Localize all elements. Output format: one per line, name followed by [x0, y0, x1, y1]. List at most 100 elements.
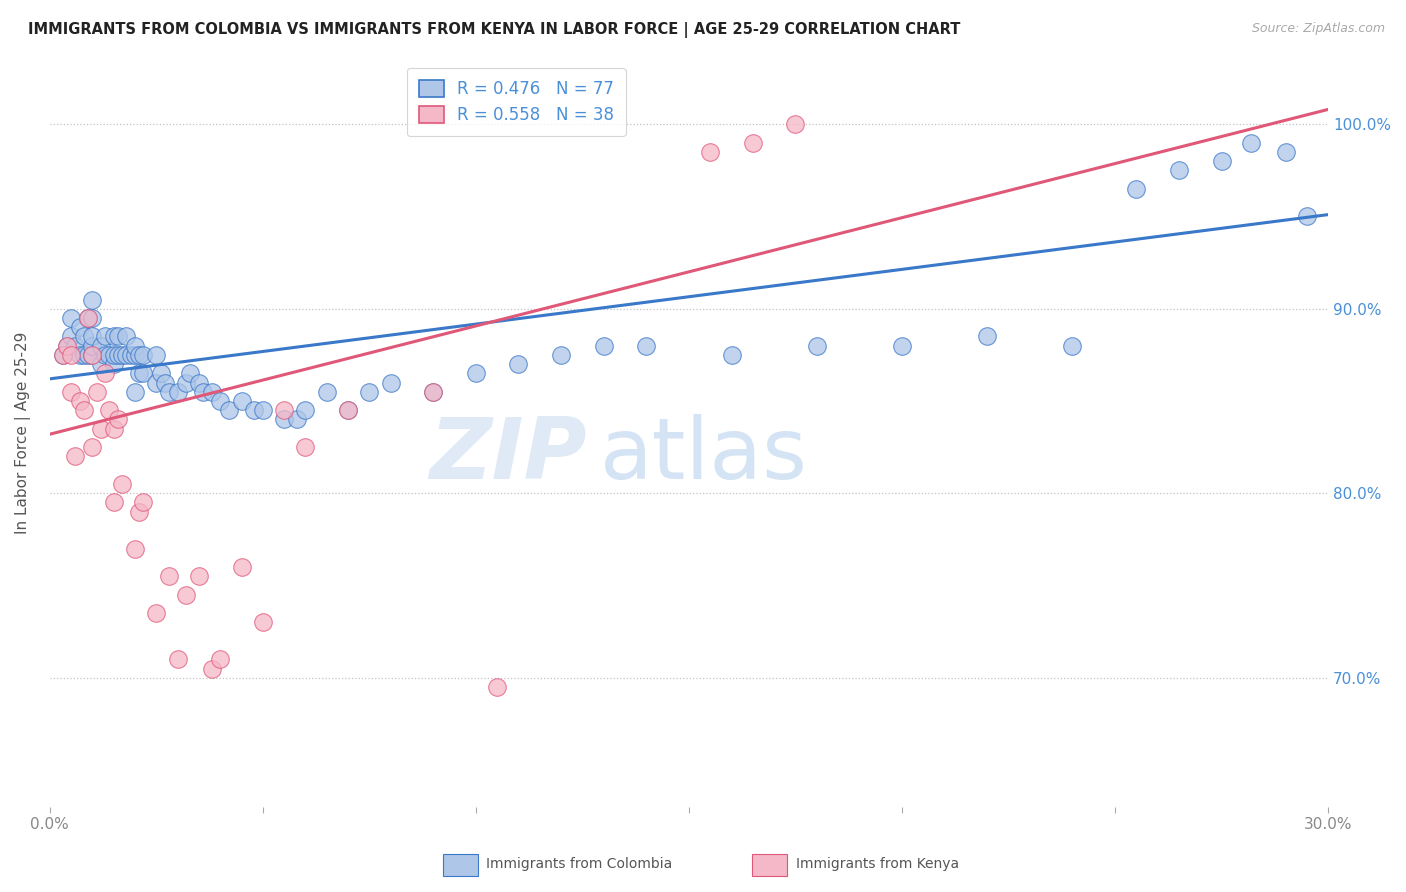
Point [273, 412, 295, 426]
Point [315, 384, 337, 399]
Point [60, 384, 83, 399]
Y-axis label: In Labor Force | Age 25-29: In Labor Force | Age 25-29 [15, 332, 31, 534]
Point [285, 412, 308, 426]
Point [145, 606, 167, 620]
Point [128, 348, 150, 362]
Point [98, 348, 121, 362]
Point [209, 652, 232, 666]
Point [720, 348, 742, 362]
Point [149, 367, 172, 381]
Point [976, 329, 998, 343]
Point [77, 310, 100, 325]
Point [187, 569, 209, 583]
Point [94, 348, 117, 362]
Point [56, 338, 79, 352]
Point [179, 367, 201, 381]
Point [174, 588, 197, 602]
Point [201, 662, 224, 676]
Point [65, 338, 87, 352]
Point [153, 376, 176, 390]
Point [132, 348, 155, 362]
Point [806, 338, 828, 352]
Point [337, 403, 360, 417]
Point [218, 403, 240, 417]
Point [82, 329, 104, 343]
Point [592, 338, 614, 352]
Point [98, 403, 121, 417]
Point [166, 652, 188, 666]
Point [252, 615, 274, 630]
Point [166, 384, 188, 399]
Point [60, 348, 83, 362]
Point [69, 394, 91, 409]
Point [69, 348, 91, 362]
Point [741, 136, 763, 150]
Point [56, 338, 79, 352]
Point [124, 348, 146, 362]
Point [785, 117, 807, 131]
Point [1211, 154, 1233, 169]
Text: Immigrants from Kenya: Immigrants from Kenya [796, 857, 959, 871]
Point [1295, 210, 1317, 224]
Point [107, 348, 129, 362]
Point [107, 412, 129, 426]
Point [115, 348, 138, 362]
Point [82, 338, 104, 352]
Text: Source: ZipAtlas.com: Source: ZipAtlas.com [1251, 22, 1385, 36]
Point [294, 403, 316, 417]
Point [231, 394, 253, 409]
Point [636, 338, 658, 352]
Point [111, 348, 134, 362]
Point [273, 403, 295, 417]
Point [94, 367, 117, 381]
Point [508, 357, 530, 371]
Point [422, 384, 444, 399]
Point [103, 495, 125, 509]
Point [1168, 163, 1191, 178]
Point [86, 384, 108, 399]
Point [380, 376, 402, 390]
Point [699, 145, 721, 159]
Point [209, 394, 232, 409]
Point [243, 403, 266, 417]
Point [294, 440, 316, 454]
Text: ZIP: ZIP [429, 414, 586, 497]
Point [124, 384, 146, 399]
Point [94, 329, 117, 343]
Point [51, 348, 73, 362]
Point [124, 338, 146, 352]
Point [82, 440, 104, 454]
Point [73, 348, 96, 362]
Point [187, 376, 209, 390]
Point [51, 348, 73, 362]
Point [422, 384, 444, 399]
Point [128, 367, 150, 381]
Point [73, 329, 96, 343]
Point [103, 348, 125, 362]
Text: atlas: atlas [599, 414, 807, 497]
Point [90, 338, 112, 352]
Point [124, 541, 146, 556]
Legend: R = 0.476   N = 77, R = 0.558   N = 38: R = 0.476 N = 77, R = 0.558 N = 38 [406, 68, 626, 136]
Point [1240, 136, 1263, 150]
Point [69, 320, 91, 334]
Point [103, 357, 125, 371]
Point [486, 680, 509, 694]
Point [174, 376, 197, 390]
Point [60, 329, 83, 343]
Point [1125, 182, 1147, 196]
Point [132, 495, 155, 509]
Point [464, 367, 486, 381]
Point [77, 348, 100, 362]
Point [82, 348, 104, 362]
Point [60, 310, 83, 325]
Point [359, 384, 381, 399]
Text: Immigrants from Colombia: Immigrants from Colombia [486, 857, 672, 871]
Point [157, 384, 180, 399]
Point [82, 348, 104, 362]
Point [65, 450, 87, 464]
Point [157, 569, 180, 583]
Point [103, 329, 125, 343]
Point [90, 357, 112, 371]
Point [82, 310, 104, 325]
